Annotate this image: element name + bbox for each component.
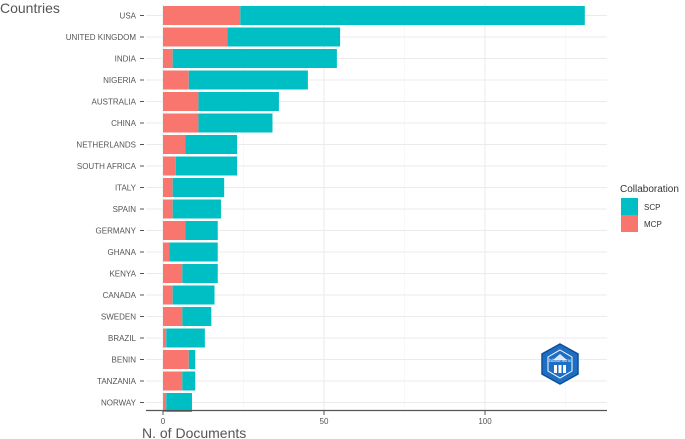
- bar-scp-italy: [172, 178, 225, 197]
- bar-scp-kenya: [182, 264, 218, 283]
- logo-column-left: [554, 365, 557, 373]
- bar-mcp-netherlands: [163, 135, 186, 154]
- legend-swatch-scp: [621, 198, 638, 215]
- y-tick-label: SOUTH AFRICA: [77, 162, 137, 171]
- bar-mcp-italy: [163, 178, 173, 197]
- bar-mcp-sweden: [163, 307, 183, 326]
- bar-mcp-india: [163, 49, 173, 68]
- y-tick-label: SPAIN: [113, 205, 137, 214]
- bar-scp-united-kingdom: [227, 27, 341, 47]
- bar-scp-netherlands: [185, 135, 238, 154]
- bar-mcp-usa: [163, 6, 241, 25]
- y-tick-label: NIGERIA: [103, 76, 137, 85]
- logo-roof-icon: [553, 354, 567, 360]
- bar-scp-tanzania: [182, 371, 196, 391]
- y-tick-label: GHANA: [108, 248, 137, 257]
- bar-mcp-nigeria: [163, 70, 189, 90]
- bar-mcp-germany: [163, 221, 186, 240]
- y-tick-label: CANADA: [103, 291, 137, 300]
- bar-scp-south-africa: [175, 156, 238, 176]
- bar-scp-ghana: [169, 242, 218, 262]
- logo-inner-hexagon: [547, 349, 573, 379]
- x-tick-label: 50: [320, 417, 329, 426]
- bar-scp-nigeria: [188, 70, 308, 90]
- bar-mcp-kenya: [163, 264, 183, 283]
- y-tick-label: USA: [120, 12, 137, 21]
- y-tick-label: SWEDEN: [101, 313, 136, 322]
- bar-scp-sweden: [182, 307, 212, 326]
- bars: [163, 6, 585, 412]
- bibliometrix-logo: bibliometrix: [541, 343, 579, 385]
- x-axis-label: N. of Documents: [142, 425, 246, 439]
- bar-mcp-south-africa: [163, 156, 176, 176]
- bar-scp-benin: [188, 350, 196, 369]
- y-tick-label: NETHERLANDS: [76, 141, 136, 150]
- y-tick-label: TANZANIA: [97, 377, 137, 386]
- bar-scp-spain: [172, 199, 221, 219]
- x-axis: 0 50 100: [146, 409, 607, 426]
- y-tick-label: AUSTRALIA: [92, 98, 137, 107]
- y-axis: USA UNITED KINGDOM INDIA NIGERIA AUSTRALIA CH…: [66, 12, 144, 408]
- legend-label-mcp: MCP: [644, 220, 662, 229]
- bar-scp-canada: [172, 285, 215, 305]
- bar-mcp-brazil: [163, 328, 167, 348]
- y-tick-label: UNITED KINGDOM: [66, 33, 137, 42]
- legend: Collaboration SCP MCP: [620, 184, 679, 232]
- bar-mcp-australia: [163, 92, 199, 111]
- bar-mcp-norway: [163, 393, 167, 412]
- bar-mcp-benin: [163, 350, 189, 369]
- y-tick-label: KENYA: [109, 270, 136, 279]
- x-tick-label: 100: [478, 417, 492, 426]
- y-tick-label: ITALY: [115, 184, 137, 193]
- bar-scp-brazil: [166, 328, 205, 348]
- chart-title: Countries: [0, 0, 60, 16]
- logo-text: bibliometrix: [549, 358, 572, 363]
- y-tick-label: CHINA: [111, 119, 137, 128]
- bar-scp-india: [172, 49, 337, 68]
- y-tick-label: BRAZIL: [108, 334, 137, 343]
- bar-scp-australia: [198, 92, 279, 111]
- bar-scp-china: [198, 113, 273, 133]
- y-tick-label: INDIA: [115, 55, 137, 64]
- bar-mcp-china: [163, 113, 199, 133]
- logo-column-right: [563, 365, 566, 373]
- logo-hexagon: [541, 343, 579, 385]
- x-tick-label: 0: [161, 417, 166, 426]
- bar-scp-usa: [240, 6, 585, 25]
- bar-mcp-spain: [163, 199, 173, 219]
- legend-title: Collaboration: [620, 184, 679, 195]
- bar-mcp-canada: [163, 285, 173, 305]
- bar-scp-norway: [166, 393, 192, 412]
- bar-mcp-ghana: [163, 242, 170, 262]
- bar-mcp-tanzania: [163, 371, 183, 391]
- y-tick-label: NORWAY: [101, 399, 137, 408]
- logo-column-middle: [558, 365, 562, 373]
- y-tick-label: GERMANY: [96, 227, 137, 236]
- bar-scp-germany: [185, 221, 218, 240]
- legend-label-scp: SCP: [644, 203, 660, 212]
- bar-mcp-united-kingdom: [163, 27, 228, 47]
- y-tick-label: BENIN: [112, 356, 137, 365]
- legend-swatch-mcp: [621, 215, 638, 232]
